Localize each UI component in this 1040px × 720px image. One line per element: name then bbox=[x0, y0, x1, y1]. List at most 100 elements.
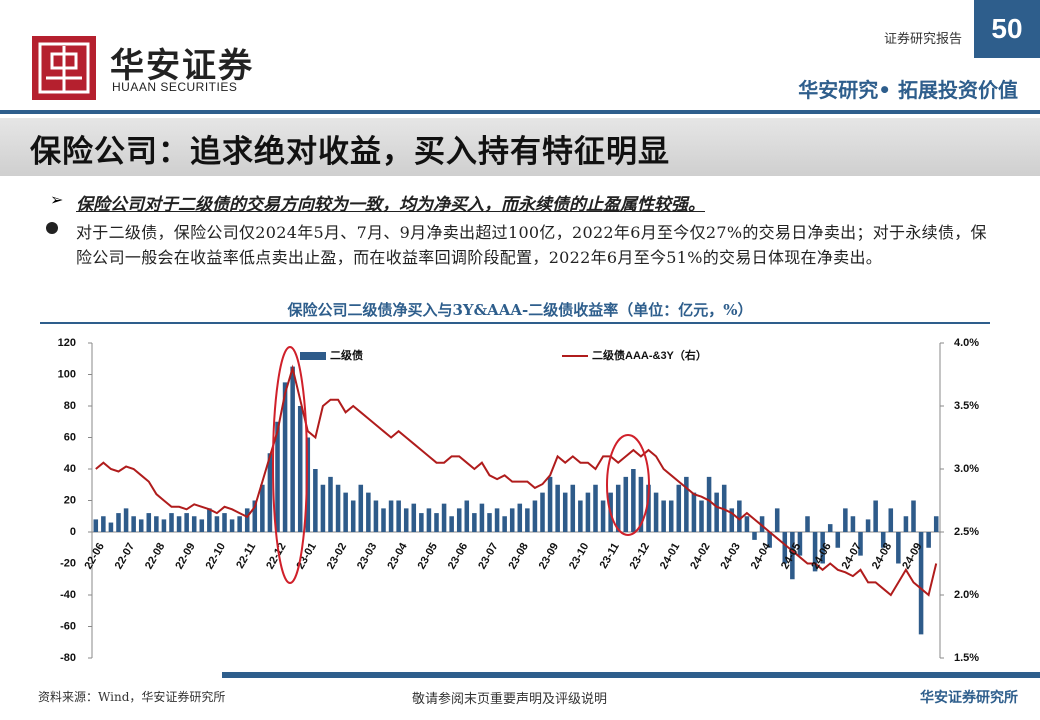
bar bbox=[517, 503, 523, 532]
source: 资料来源：Wind，华安证券研究所 bbox=[38, 690, 226, 704]
bar bbox=[896, 532, 901, 564]
bar bbox=[403, 508, 409, 532]
disclaimer: 敬请参阅末页重要声明及评级说明 bbox=[412, 692, 608, 707]
x-tick-label: 23-04 bbox=[385, 540, 410, 571]
bar bbox=[525, 508, 530, 532]
x-tick-label: 22-11 bbox=[234, 541, 258, 571]
bullet: 保险公司对于二级债的交易方向较为一致，均为净买入，而永续债的止盈属性较强。 bbox=[76, 195, 705, 215]
page-title: 保险公司：追求绝对收益，买入持有特征明显 bbox=[30, 134, 670, 170]
bar bbox=[297, 406, 303, 532]
bar bbox=[184, 513, 189, 532]
bar bbox=[532, 500, 538, 532]
bar bbox=[207, 508, 212, 532]
bar bbox=[176, 516, 182, 532]
bar bbox=[767, 532, 772, 548]
bar bbox=[343, 492, 348, 532]
bar bbox=[600, 500, 606, 532]
bar bbox=[214, 516, 220, 532]
bar bbox=[903, 516, 909, 532]
bar bbox=[555, 484, 560, 532]
bar bbox=[411, 503, 417, 532]
x-tick-label: 23-09 bbox=[537, 541, 561, 571]
bar bbox=[108, 522, 114, 532]
y2-tick-label: 1.5% bbox=[954, 652, 979, 664]
bar bbox=[585, 492, 591, 532]
bar bbox=[615, 484, 621, 532]
bar bbox=[419, 513, 424, 532]
y-tick-label: -40 bbox=[60, 589, 76, 601]
bar bbox=[805, 516, 810, 532]
x-tick-label: 23-05 bbox=[416, 541, 440, 571]
bar bbox=[744, 516, 750, 532]
bar bbox=[865, 519, 871, 532]
highlight-ellipse bbox=[606, 434, 650, 536]
bar bbox=[638, 476, 644, 532]
bar bbox=[631, 469, 636, 532]
bar bbox=[820, 532, 825, 564]
x-tick-label: 24-03 bbox=[718, 541, 742, 571]
bar bbox=[381, 508, 386, 532]
line bbox=[95, 364, 938, 597]
bar bbox=[161, 519, 167, 532]
bar bbox=[116, 513, 121, 532]
bar bbox=[252, 500, 258, 532]
bar bbox=[790, 532, 795, 580]
x-tick-label: 23-12 bbox=[628, 541, 652, 571]
y-tick-label: 20 bbox=[64, 494, 76, 506]
bar bbox=[827, 524, 833, 532]
bar bbox=[646, 484, 651, 532]
bullet: 对于二级债，保险公司仅2024年5月、7月、9月净卖出超过100亿，2022年6… bbox=[76, 223, 987, 267]
y-tick-label: 0 bbox=[70, 526, 76, 538]
x-tick-label: 23-11 bbox=[598, 541, 622, 571]
x-tick-label: 23-10 bbox=[567, 541, 591, 571]
x-tick-label: 24-02 bbox=[688, 541, 712, 571]
bar bbox=[880, 532, 886, 548]
y2-tick-label: 4.0% bbox=[954, 337, 979, 349]
bar bbox=[373, 500, 379, 532]
bar bbox=[146, 513, 152, 532]
bar bbox=[123, 508, 129, 532]
divider bbox=[0, 110, 1040, 114]
bar bbox=[623, 476, 629, 532]
y2-tick-label: 3.0% bbox=[954, 463, 979, 475]
page-number: 50 bbox=[974, 0, 1040, 58]
y-tick-label: -20 bbox=[60, 557, 76, 569]
x-tick-label: 22-09 bbox=[173, 541, 197, 571]
bar bbox=[487, 513, 492, 532]
bar bbox=[812, 532, 818, 572]
legend-label: 二级债AAA-&3Y（右） bbox=[592, 348, 707, 362]
highlight-ellipse bbox=[272, 346, 308, 584]
x-tick-label: 24-07 bbox=[840, 541, 864, 571]
bar bbox=[464, 500, 470, 532]
bar bbox=[562, 492, 568, 532]
legend-swatch bbox=[300, 352, 326, 360]
bar bbox=[797, 532, 803, 556]
bar bbox=[661, 500, 666, 532]
y-tick-label: 80 bbox=[64, 400, 76, 412]
bar bbox=[737, 500, 742, 532]
x-tick-label: 23-07 bbox=[476, 541, 500, 571]
bar bbox=[835, 532, 841, 548]
y-tick-label: -60 bbox=[60, 620, 76, 632]
bar bbox=[850, 516, 856, 532]
bar bbox=[918, 532, 924, 635]
bar bbox=[691, 492, 697, 532]
logo-subtext: HUAAN SECURITIES bbox=[112, 80, 238, 94]
bar bbox=[426, 508, 432, 532]
bar bbox=[138, 519, 144, 532]
logo-text: 华安证券 bbox=[110, 46, 254, 86]
bar bbox=[282, 382, 288, 532]
y-tick-label: 60 bbox=[64, 431, 76, 443]
title-band bbox=[0, 118, 1040, 176]
y2-tick-label: 3.5% bbox=[954, 400, 979, 412]
x-tick-label: 23-03 bbox=[355, 541, 379, 571]
bar bbox=[396, 500, 401, 532]
bar bbox=[154, 516, 159, 532]
bar bbox=[714, 492, 719, 532]
bar bbox=[479, 503, 485, 532]
bar bbox=[668, 500, 674, 532]
bar bbox=[237, 516, 242, 532]
x-tick-label: 24-01 bbox=[658, 541, 682, 571]
bar bbox=[570, 484, 576, 532]
